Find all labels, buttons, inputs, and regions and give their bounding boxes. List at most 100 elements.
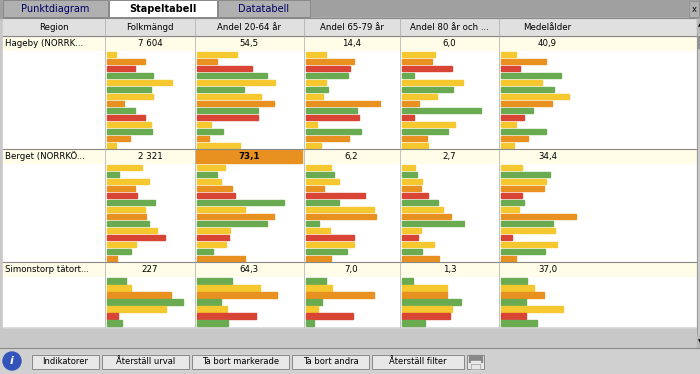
Bar [197, 221, 267, 227]
Text: x: x [692, 4, 696, 13]
Bar [306, 86, 328, 92]
Bar [501, 221, 553, 227]
Bar [306, 165, 331, 171]
Bar [306, 221, 319, 227]
Text: Andel 20-64 år: Andel 20-64 år [217, 22, 281, 31]
Bar [306, 321, 314, 327]
Bar [697, 18, 700, 348]
Bar [197, 73, 267, 79]
Text: Folkmängd: Folkmängd [126, 22, 174, 31]
Text: Ta bort markerade: Ta bort markerade [202, 356, 279, 365]
Bar [306, 292, 374, 298]
Bar [501, 227, 555, 233]
Bar [306, 122, 317, 128]
Bar [192, 355, 289, 369]
Bar [107, 142, 116, 148]
Bar [402, 129, 449, 135]
Text: 1,3: 1,3 [442, 265, 456, 274]
Bar [402, 80, 463, 86]
Bar [501, 142, 514, 148]
Text: Återställ urval: Återställ urval [116, 356, 175, 365]
Bar [402, 73, 414, 79]
Bar [107, 135, 130, 141]
Bar [32, 355, 99, 369]
Bar [471, 361, 480, 366]
Bar [197, 292, 277, 298]
Bar [501, 292, 544, 298]
Bar [197, 135, 209, 141]
Text: 7,0: 7,0 [344, 265, 358, 274]
Bar [501, 193, 522, 199]
Text: Stapeltabell: Stapeltabell [130, 4, 197, 14]
Text: 6,0: 6,0 [442, 39, 456, 48]
Bar [469, 355, 482, 362]
Bar [109, 0, 217, 17]
Bar [109, 0, 217, 17]
Bar [501, 101, 552, 107]
Bar [197, 52, 237, 58]
Bar [306, 313, 353, 319]
Bar [402, 278, 413, 283]
Text: Datatabell: Datatabell [239, 4, 290, 14]
Bar [0, 0, 700, 18]
Bar [402, 186, 421, 191]
Bar [306, 65, 350, 71]
Bar [32, 355, 99, 369]
Bar [197, 186, 232, 191]
Bar [306, 306, 318, 312]
Bar [102, 355, 189, 369]
Bar [402, 199, 438, 205]
Bar [102, 355, 189, 369]
Bar [197, 142, 241, 148]
Circle shape [3, 352, 21, 370]
Bar [697, 335, 700, 348]
Bar [306, 94, 323, 99]
Bar [501, 172, 550, 178]
Bar [306, 108, 357, 113]
Bar [306, 285, 332, 291]
Bar [107, 58, 146, 64]
Bar [306, 172, 333, 178]
Bar [372, 355, 464, 369]
Text: 64,3: 64,3 [239, 265, 258, 274]
Bar [197, 285, 260, 291]
Bar [501, 214, 576, 220]
Text: Andel 80 år och ...: Andel 80 år och ... [410, 22, 489, 31]
Bar [197, 122, 211, 128]
Bar [197, 255, 245, 261]
Bar [501, 86, 554, 92]
Bar [107, 129, 152, 135]
Text: ▼: ▼ [698, 340, 700, 344]
Bar [689, 1, 699, 17]
Bar [107, 227, 157, 233]
Bar [501, 299, 526, 305]
Bar [292, 355, 369, 369]
Bar [402, 255, 439, 261]
Bar [197, 165, 225, 171]
Bar [501, 165, 522, 171]
Bar [306, 52, 326, 58]
Bar [197, 178, 221, 184]
Bar [107, 234, 164, 240]
Bar [402, 58, 432, 64]
Text: 14,4: 14,4 [342, 39, 361, 48]
Bar [501, 114, 524, 120]
Text: 2 321: 2 321 [138, 152, 162, 161]
Text: 7 604: 7 604 [138, 39, 162, 48]
Bar [501, 249, 545, 254]
Text: 6,2: 6,2 [344, 152, 358, 161]
Text: Punktdiagram: Punktdiagram [21, 4, 90, 14]
Bar [107, 80, 172, 86]
Bar [501, 206, 519, 212]
Bar [501, 234, 512, 240]
Bar [501, 306, 564, 312]
Text: Hageby (NORRK...: Hageby (NORRK... [5, 39, 83, 48]
Bar [501, 255, 516, 261]
Text: 34,4: 34,4 [538, 152, 557, 161]
Bar [107, 186, 134, 191]
Bar [107, 321, 122, 327]
Bar [402, 86, 453, 92]
Text: Ta bort andra: Ta bort andra [302, 356, 358, 365]
Bar [402, 227, 421, 233]
Bar [402, 101, 419, 107]
